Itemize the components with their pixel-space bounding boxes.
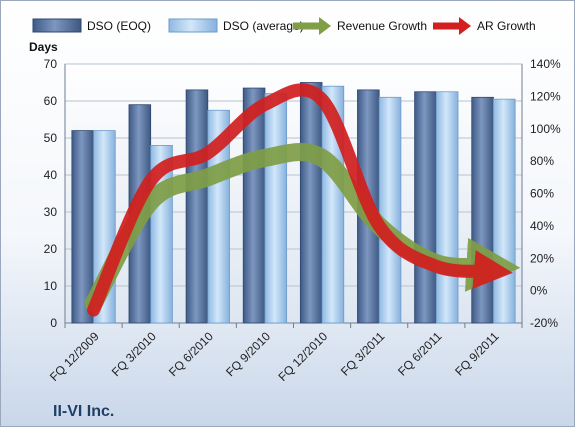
company-label: II-VI Inc. xyxy=(53,403,114,420)
y2-tick-label: 80% xyxy=(530,154,554,168)
y2-tick-label: 120% xyxy=(530,89,561,103)
y-tick-label: 60 xyxy=(44,94,58,108)
y2-tick-label: 0% xyxy=(530,284,548,298)
x-tick-label: FQ 12/2010 xyxy=(275,329,330,384)
plot-area: 0 10 20 30 40 50 60 70 -20% 0% 20% 40% 60% 80% 100% 120… xyxy=(44,57,561,384)
legend-label: DSO (average) xyxy=(223,19,304,33)
x-tick-label: FQ 6/2011 xyxy=(395,329,445,379)
legend-dso-eoq: DSO (EOQ) xyxy=(32,18,151,33)
bar-dso-eoq xyxy=(185,89,209,324)
bar-dso-average xyxy=(493,98,516,324)
y-tick-label: 20 xyxy=(44,242,58,256)
legend-label: AR Growth xyxy=(477,19,536,33)
y-tick-label: 40 xyxy=(44,168,58,182)
x-tick-label: FQ 9/2011 xyxy=(452,329,502,379)
x-tick-label: FQ 3/2010 xyxy=(109,329,159,379)
legend-label: Revenue Growth xyxy=(337,19,427,33)
y-tick-label: 70 xyxy=(44,57,58,71)
y-tick-label: 0 xyxy=(50,316,57,330)
bar-dso-average xyxy=(264,93,288,324)
legend-swatch xyxy=(168,18,218,33)
bar-dso-eoq xyxy=(471,96,494,324)
x-tick-label: FQ 9/2010 xyxy=(223,329,273,379)
legend-revenue-growth: Revenue Growth xyxy=(293,17,427,35)
y2-tick-label: 60% xyxy=(530,187,554,201)
legend-arrow-head xyxy=(319,17,331,35)
bar-dso-eoq xyxy=(299,82,323,324)
bar-dso-average xyxy=(378,96,402,324)
legend-dso-average: DSO (average) xyxy=(168,18,304,33)
legend-swatch xyxy=(32,18,82,33)
y-tick-label: 50 xyxy=(44,131,58,145)
bar-dso-eoq xyxy=(414,91,437,324)
legend-label: DSO (EOQ) xyxy=(87,19,151,33)
y-axis-title: Days xyxy=(29,40,58,54)
y2-tick-label: 40% xyxy=(530,219,554,233)
y-tick-label: 10 xyxy=(44,279,58,293)
y2-tick-label: 140% xyxy=(530,57,561,71)
y2-tick-label: -20% xyxy=(530,316,558,330)
legend-arrow-head xyxy=(459,17,471,35)
x-tick-label: FQ 3/2011 xyxy=(338,329,388,379)
legend-ar-growth: AR Growth xyxy=(433,17,536,35)
y-tick-label: 30 xyxy=(44,205,58,219)
legend: DSO (EOQ) DSO (average) Revenue Growth AR G… xyxy=(32,17,536,35)
x-tick-label: FQ 12/2009 xyxy=(47,329,102,384)
y2-tick-label: 20% xyxy=(530,251,554,265)
ar-growth-line xyxy=(87,83,513,317)
bar-dso-average xyxy=(435,91,459,324)
y2-tick-label: 100% xyxy=(530,122,561,136)
x-tick-label: FQ 6/2010 xyxy=(166,329,216,379)
